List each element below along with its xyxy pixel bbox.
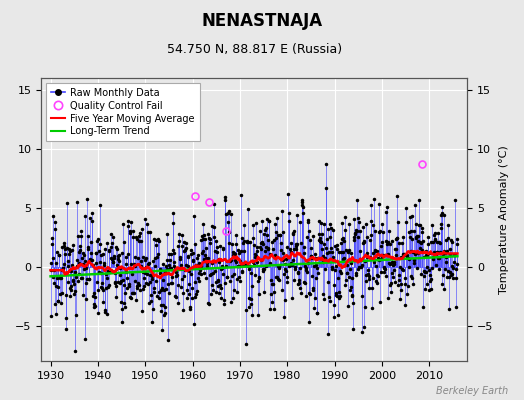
Text: Berkeley Earth: Berkeley Earth: [436, 386, 508, 396]
Title: 54.750 N, 88.817 E (Russia): 54.750 N, 88.817 E (Russia): [167, 43, 342, 56]
Text: NENASTNAJA: NENASTNAJA: [201, 12, 323, 30]
Y-axis label: Temperature Anomaly (°C): Temperature Anomaly (°C): [499, 145, 509, 294]
Legend: Raw Monthly Data, Quality Control Fail, Five Year Moving Average, Long-Term Tren: Raw Monthly Data, Quality Control Fail, …: [46, 83, 200, 141]
